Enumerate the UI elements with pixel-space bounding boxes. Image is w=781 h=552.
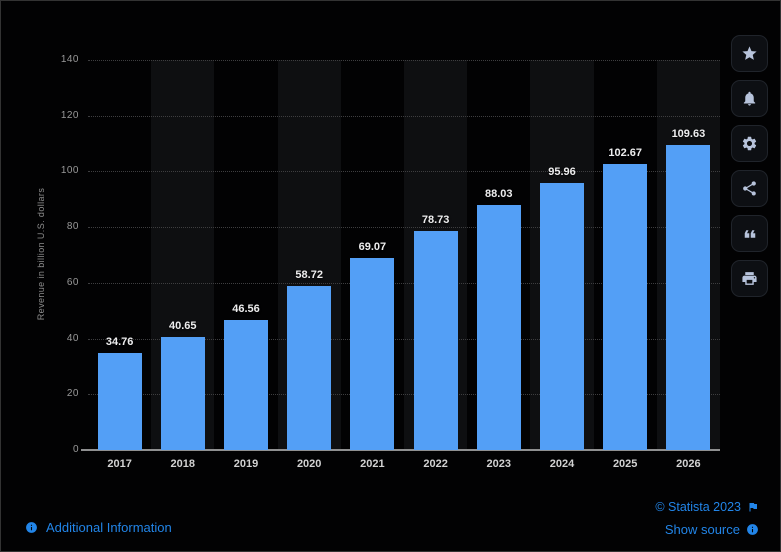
plot-area: 34.76 40.65 46.56 58.72 69.07 78.73 88.03 95.96…: [88, 60, 720, 450]
y-tick-label: 80: [66, 221, 79, 233]
show-source-link[interactable]: Show source: [665, 522, 759, 537]
favorite-button[interactable]: [731, 35, 768, 72]
bar-2019[interactable]: [224, 320, 268, 450]
gridline: [88, 282, 720, 284]
x-tick-label: 2019: [233, 458, 259, 470]
gridline: [88, 171, 720, 173]
bar-2017[interactable]: [97, 353, 142, 450]
chart-toolbar: [731, 35, 768, 297]
gridline: [88, 60, 720, 61]
bar-2020[interactable]: [287, 286, 332, 450]
additional-information-link[interactable]: Additional Information: [25, 520, 172, 535]
x-tick-label: 2024: [549, 458, 575, 470]
bar-value-label: 46.56: [232, 303, 260, 316]
bar-value-label: 102.67: [608, 147, 643, 159]
y-tick-label: 40: [66, 332, 79, 344]
star-icon: [741, 45, 758, 62]
bar-value-label: 40.65: [169, 319, 197, 332]
gridline: [88, 338, 720, 340]
settings-button[interactable]: [731, 125, 768, 162]
bell-icon: [741, 90, 758, 107]
gridline: [88, 394, 720, 396]
printer-icon: [741, 270, 758, 287]
y-tick-label: 100: [60, 165, 79, 177]
info-icon: [746, 523, 759, 536]
quote-icon: [741, 225, 759, 243]
x-tick-label: 2017: [107, 458, 132, 470]
bar-value-label: 95.96: [548, 165, 576, 178]
bar-2021[interactable]: [350, 257, 395, 450]
bar-value-label: 58.72: [295, 269, 323, 282]
gear-icon: [741, 135, 758, 152]
alerts-button[interactable]: [731, 80, 768, 117]
flag-icon: [747, 501, 759, 513]
x-tick-label: 2020: [296, 458, 322, 470]
print-button[interactable]: [731, 260, 768, 297]
additional-information-label: Additional Information: [46, 520, 172, 535]
share-button[interactable]: [731, 170, 768, 207]
gridline: [88, 227, 720, 229]
y-tick-label: 60: [66, 276, 79, 288]
x-tick-label: 2022: [423, 458, 448, 470]
bar-2022[interactable]: [413, 230, 458, 450]
x-axis-labels: 2017 2018 2019 2020 2021 2022 2023 2024 2025 2026: [88, 458, 720, 474]
statista-copyright-link[interactable]: © Statista 2023: [655, 500, 759, 514]
y-tick-label: 120: [60, 109, 79, 121]
x-axis-line: [81, 449, 720, 451]
bar-value-label: 34.76: [105, 336, 134, 349]
bar-2026[interactable]: [666, 144, 711, 450]
bar-2025[interactable]: [603, 164, 648, 450]
y-tick-label: 20: [66, 388, 79, 400]
y-tick-label: 0: [72, 444, 79, 455]
x-tick-label: 2023: [486, 458, 512, 470]
bar-2024[interactable]: [540, 182, 584, 450]
bar-value-label: 88.03: [485, 187, 513, 200]
show-source-label: Show source: [664, 522, 740, 537]
x-tick-label: 2018: [170, 458, 196, 470]
y-axis-ticks: 0 20 40 60 80 100 120 140: [43, 54, 79, 455]
share-icon: [741, 180, 758, 197]
citation-button[interactable]: [731, 215, 768, 252]
bar-2023[interactable]: [476, 204, 521, 450]
bar-2018[interactable]: [160, 336, 205, 450]
gridline: [88, 115, 720, 117]
x-tick-label: 2025: [612, 458, 638, 470]
copyright-label: © Statista 2023: [655, 500, 741, 514]
bar-value-label: 69.07: [358, 240, 387, 253]
x-tick-label: 2021: [360, 458, 385, 470]
x-tick-label: 2026: [676, 458, 701, 470]
y-tick-label: 140: [60, 54, 79, 65]
bar-value-label: 109.63: [671, 127, 706, 140]
info-icon: [25, 521, 38, 534]
bar-value-label: 78.73: [421, 213, 450, 226]
